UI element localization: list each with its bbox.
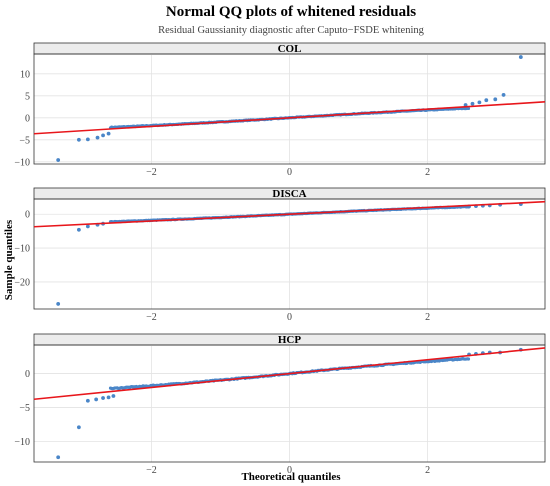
data-point [501, 93, 506, 97]
y-tick-label: 0 [25, 113, 30, 124]
y-tick-label: −10 [14, 244, 30, 255]
x-axis-title: Theoretical quantiles [241, 471, 341, 483]
panel-col: COL 10 5 0 −5 −10 −2 0 2 [14, 42, 546, 178]
data-point [106, 395, 111, 400]
strip-label: HCP [278, 334, 302, 346]
data-point [101, 396, 105, 400]
x-tick-label: 2 [425, 465, 430, 476]
data-point [101, 133, 105, 138]
y-tick-label: −5 [19, 135, 30, 146]
x-tick-label: −2 [146, 167, 157, 178]
x-tick-label: 0 [287, 465, 292, 476]
data-point [493, 97, 498, 102]
data-point [111, 394, 116, 398]
panel-hcp: HCP 0 −5 −10 −2 0 2 [14, 333, 546, 476]
data-point [76, 137, 81, 142]
data-point [94, 397, 99, 402]
data-point [470, 101, 475, 106]
x-tick-label: 2 [425, 167, 430, 178]
panel-border [33, 53, 546, 165]
y-tick-label: 0 [25, 369, 30, 380]
x-tick-label: 0 [287, 167, 292, 178]
data-point [85, 398, 90, 403]
chart-subtitle: Residual Gaussianity diagnostic after Ca… [158, 25, 425, 36]
data-point [484, 98, 489, 103]
data-point [56, 302, 61, 306]
data-point [56, 158, 61, 162]
x-tick-label: 2 [425, 312, 430, 323]
panel-border [33, 344, 546, 463]
data-point [76, 425, 81, 430]
data-point [85, 137, 90, 142]
data-point [95, 135, 100, 140]
data-point [477, 100, 482, 105]
data-point [106, 131, 111, 136]
data-point [518, 55, 523, 59]
x-tick-label: −2 [146, 312, 157, 323]
data-point [466, 106, 471, 111]
data-point [466, 357, 471, 361]
y-tick-label: −10 [14, 437, 30, 448]
y-axis-title: Sample quantiles [3, 219, 15, 300]
x-tick-label: 0 [287, 312, 292, 323]
data-point [85, 224, 90, 229]
panel-border [33, 198, 546, 310]
x-tick-label: −2 [146, 465, 157, 476]
y-tick-label: 5 [25, 91, 30, 102]
reference-line [34, 200, 545, 228]
y-tick-label: 0 [25, 210, 30, 221]
strip-label: COL [278, 43, 302, 55]
y-tick-label: −5 [19, 403, 30, 414]
y-tick-label: −10 [14, 157, 30, 168]
chart-title: Normal QQ plots of whitened residuals [166, 4, 416, 20]
reference-line [34, 347, 545, 401]
y-tick-label: −20 [14, 277, 30, 288]
reference-line [34, 101, 545, 135]
data-point [56, 455, 61, 460]
data-point [76, 227, 81, 232]
strip-label: DISCA [272, 188, 306, 200]
y-tick-label: 10 [20, 69, 30, 80]
